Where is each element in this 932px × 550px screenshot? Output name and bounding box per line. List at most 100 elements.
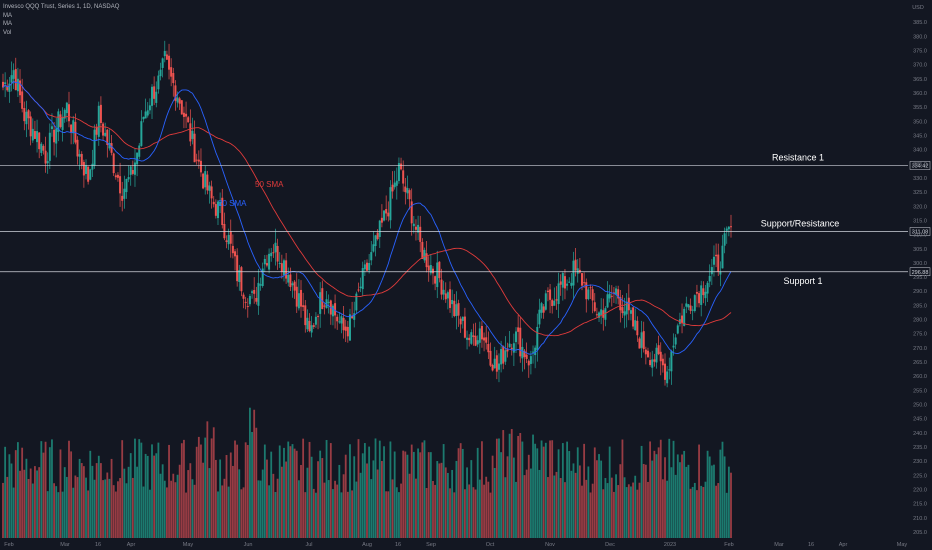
candle-body: [725, 228, 728, 231]
candle-body: [593, 302, 596, 312]
candle-body: [517, 327, 520, 332]
volume-bar: [440, 462, 443, 538]
y-tick-label: 245.0: [913, 417, 927, 423]
candle-body: [672, 345, 675, 348]
candle-body: [495, 355, 498, 372]
volume-bar: [119, 478, 121, 538]
volume-bar: [598, 454, 600, 538]
volume-bar: [193, 484, 196, 538]
candle-body: [208, 185, 211, 191]
volume-bar: [363, 443, 366, 538]
volume-bar: [374, 438, 377, 538]
volume-bar: [670, 467, 673, 538]
x-tick-label: Nov: [545, 542, 555, 548]
volume-bar: [672, 440, 675, 538]
volume-bar: [4, 446, 7, 538]
candle-body: [38, 132, 41, 150]
candle-body: [691, 309, 694, 311]
candle-body: [191, 130, 194, 139]
candle-body: [566, 283, 569, 286]
candle-body: [289, 274, 292, 288]
volume-bar: [261, 469, 264, 538]
volume-bar: [349, 444, 351, 538]
candle-body: [14, 69, 17, 91]
volume-bar: [653, 450, 656, 538]
candle-body: [57, 111, 60, 132]
volume-bar: [336, 484, 339, 538]
candle-body: [417, 224, 420, 233]
indicator-ma-1[interactable]: MA: [3, 12, 12, 19]
candle-body: [336, 316, 339, 322]
volume-bar: [508, 433, 511, 538]
candle-body: [455, 304, 458, 317]
candle-body: [159, 69, 162, 77]
candle-body: [585, 282, 588, 300]
candle-body: [227, 234, 230, 245]
volume-bar: [593, 447, 596, 538]
volume-bar: [538, 469, 541, 538]
volume-bar: [376, 469, 379, 538]
candle-body: [370, 252, 373, 261]
candle-body: [106, 129, 109, 146]
volume-bar: [110, 458, 113, 538]
volume-bar: [702, 487, 705, 538]
volume-bar: [500, 452, 503, 538]
candle-body: [483, 337, 486, 341]
candle-body: [534, 347, 537, 356]
y-tick-label: 255.0: [913, 388, 927, 394]
volume-layer: [2, 407, 732, 538]
volume-bar: [434, 484, 437, 538]
volume-bar: [679, 462, 681, 538]
volume-bar: [547, 477, 549, 538]
volume-bar: [657, 447, 660, 538]
candle-body: [715, 254, 718, 257]
volume-bar: [278, 445, 281, 538]
volume-bar: [566, 441, 568, 538]
candle-body: [634, 320, 637, 331]
candle-body: [327, 301, 330, 303]
volume-bar: [570, 470, 573, 538]
volume-bar: [578, 465, 581, 538]
candle-body: [212, 201, 215, 205]
x-tick-label: Sep: [426, 542, 436, 548]
level-tag-box: [909, 227, 931, 236]
candle-body: [248, 295, 251, 305]
candle-body: [702, 288, 705, 296]
candle-body: [380, 217, 383, 223]
volume-bar: [204, 437, 207, 538]
volume-bar: [457, 448, 460, 538]
volume-bar: [534, 443, 537, 538]
volume-bar: [700, 485, 703, 538]
volume-bar: [29, 468, 32, 538]
volume-bar: [306, 467, 309, 538]
candle-body: [578, 269, 581, 273]
volume-bar: [346, 491, 349, 538]
volume-bar: [238, 469, 241, 538]
volume-bar: [63, 467, 66, 538]
volume-bar: [225, 455, 228, 538]
candle-body: [559, 281, 562, 285]
candle-body: [410, 201, 413, 224]
candle-body: [251, 291, 254, 293]
volume-bar: [140, 442, 143, 538]
volume-bar: [91, 465, 94, 538]
volume-bar: [649, 441, 652, 538]
candle-body: [144, 111, 147, 119]
volume-bar: [295, 450, 298, 538]
volume-bar: [234, 440, 236, 538]
candle-body: [561, 273, 564, 288]
volume-bar: [655, 454, 658, 538]
volume-bar: [44, 441, 47, 538]
x-tick-label: 2023: [664, 542, 676, 548]
candle-body: [487, 343, 490, 353]
indicator-ma-2[interactable]: MA: [3, 21, 12, 27]
volume-bar: [619, 464, 622, 538]
volume-bar: [381, 461, 383, 538]
candle-body: [617, 289, 620, 299]
symbol-title[interactable]: Invesco QQQ Trust, Series 1, 1D, NASDAQ: [3, 4, 120, 10]
candle-body: [155, 91, 158, 103]
volume-bar: [70, 451, 73, 538]
indicator-vol[interactable]: Vol: [3, 29, 12, 36]
